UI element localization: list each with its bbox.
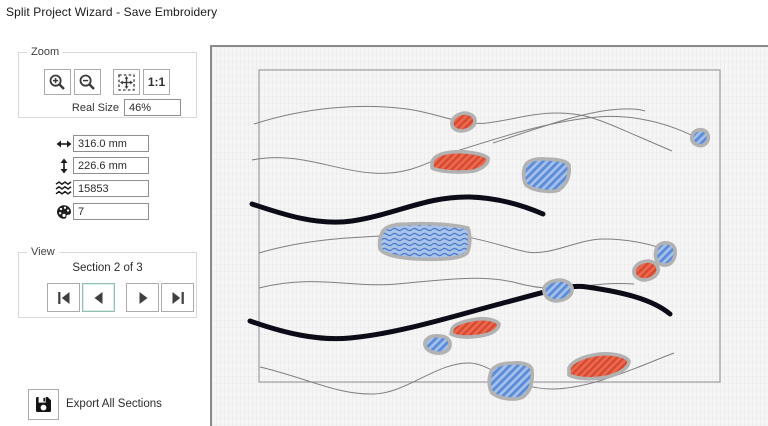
blue-patch [653, 241, 677, 267]
page-title: Split Project Wizard - Save Embroidery [6, 5, 218, 19]
color-count-field[interactable] [73, 203, 149, 220]
save-icon [33, 394, 54, 415]
zoom-in-button[interactable] [44, 69, 71, 95]
zoom-group: Zoom [18, 46, 197, 118]
red-patch [632, 259, 660, 282]
stitch-run-lines [251, 105, 694, 395]
zoom-fit-button[interactable] [113, 69, 140, 95]
width-icon [55, 135, 72, 152]
red-patch [450, 111, 477, 133]
stitch-count-field[interactable] [73, 180, 149, 197]
first-section-button[interactable] [47, 283, 80, 312]
width-field[interactable] [73, 135, 149, 152]
view-group-label: View [27, 246, 59, 258]
design-preview-canvas[interactable] [210, 45, 768, 426]
embroidery-design-svg [247, 69, 721, 401]
blue-patch [521, 157, 572, 194]
height-row [0, 157, 200, 175]
export-all-sections-button[interactable] [28, 389, 59, 420]
previous-section-button[interactable] [82, 283, 115, 312]
blue-patch [689, 127, 711, 148]
thick-thread-lines [247, 194, 673, 342]
height-field[interactable] [73, 157, 149, 174]
embroidery-patches [377, 111, 711, 401]
width-row [0, 135, 200, 153]
blue-wave-patch [377, 221, 472, 262]
next-section-button[interactable] [126, 283, 159, 312]
next-icon [135, 291, 151, 305]
zoom-out-button[interactable] [74, 69, 101, 95]
blue-patch [542, 278, 574, 303]
real-size-input[interactable] [124, 99, 181, 116]
zoom-in-icon [48, 73, 67, 92]
zoom-actual-size-button[interactable]: 1:1 [143, 69, 170, 95]
previous-icon [91, 291, 107, 305]
blue-patch [487, 361, 535, 401]
zoom-out-icon [78, 73, 97, 92]
view-group: View Section 2 of 3 [18, 246, 197, 318]
stitch-count-row [0, 180, 200, 198]
red-patch [430, 149, 490, 174]
skip-to-last-icon [170, 291, 186, 305]
last-section-button[interactable] [161, 283, 194, 312]
red-patch [567, 352, 631, 381]
color-count-icon [55, 203, 72, 220]
blue-patch [423, 333, 452, 355]
real-size-label: Real Size [71, 102, 119, 114]
red-patch [449, 316, 501, 339]
export-all-sections-label: Export All Sections [66, 398, 162, 410]
skip-to-first-icon [56, 291, 72, 305]
height-icon [55, 157, 72, 174]
section-indicator: Section 2 of 3 [72, 262, 143, 274]
zoom-fit-icon [117, 73, 136, 92]
color-count-row [0, 203, 200, 221]
stitch-count-icon [55, 180, 72, 197]
zoom-group-label: Zoom [27, 46, 64, 58]
